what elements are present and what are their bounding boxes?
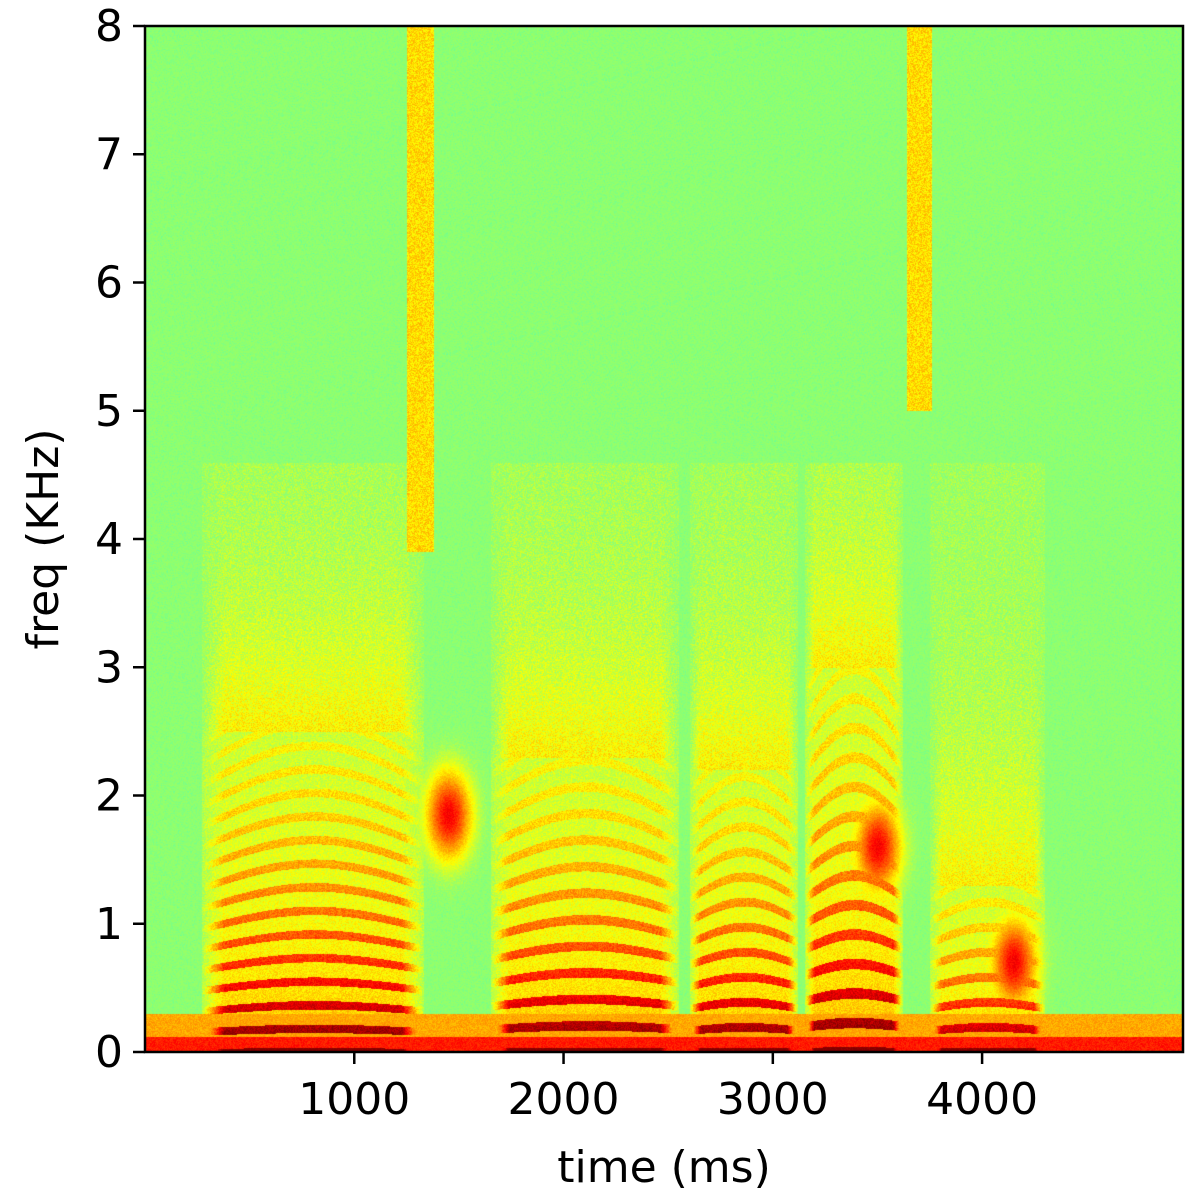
x-axis-ticks: 1000 2000 3000 4000 <box>298 1052 1038 1125</box>
y-axis-label: freq (KHz) <box>18 429 69 650</box>
y-tick-label: 8 <box>95 1 123 52</box>
y-tick-label: 3 <box>95 642 123 693</box>
x-tick-label: 2000 <box>508 1074 620 1125</box>
y-tick-label: 5 <box>95 386 123 437</box>
y-axis-ticks: 0 1 2 3 4 5 6 7 8 <box>95 1 145 1078</box>
y-tick-label: 7 <box>95 129 123 180</box>
y-tick-label: 4 <box>95 514 123 565</box>
y-tick-label: 6 <box>95 258 123 309</box>
x-tick-label: 1000 <box>298 1074 410 1125</box>
y-tick-label: 1 <box>95 899 123 950</box>
x-tick-label: 4000 <box>926 1074 1038 1125</box>
x-tick-label: 3000 <box>717 1074 829 1125</box>
spectrogram-heatmap <box>145 26 1183 1052</box>
y-tick-label: 2 <box>95 771 123 822</box>
x-axis-label: time (ms) <box>557 1142 771 1193</box>
y-tick-label: 0 <box>95 1027 123 1078</box>
